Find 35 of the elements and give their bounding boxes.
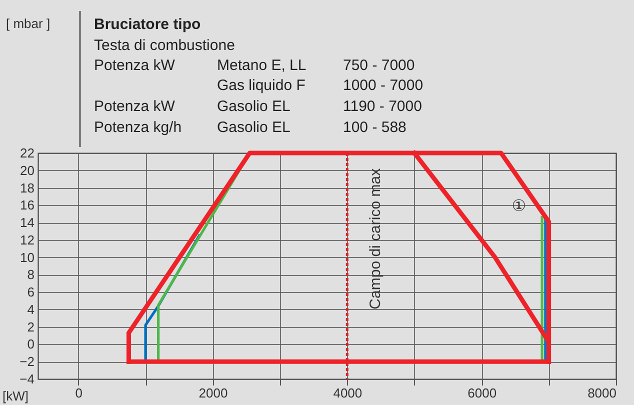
text: Gasolio EL — [217, 119, 290, 136]
y-tick-label: −2 — [20, 354, 34, 370]
y-tick-label: 2 — [27, 319, 34, 334]
y-tick-label: 18 — [20, 180, 34, 196]
y-tick-label: 22 — [20, 146, 34, 160]
y-tick-label: 4 — [27, 302, 34, 317]
text: 1190 - 7000 — [343, 98, 422, 115]
text: Gas liquido F — [217, 77, 306, 94]
x-axis-title: [kW] — [2, 388, 28, 404]
text: 750 - 7000 — [343, 57, 415, 74]
ref-line-label: Campo di carico max — [367, 168, 384, 310]
y-tick-label: 12 — [20, 232, 34, 248]
text: 1000 - 7000 — [343, 77, 424, 94]
text: Potenza kW — [94, 98, 176, 115]
x-tick-label: 4000 — [333, 386, 362, 400]
y-tick-label: 20 — [20, 162, 34, 178]
text: Bruciatore tipo — [94, 16, 201, 33]
y-tick-label: 14 — [20, 215, 34, 230]
x-tick-label: 0 — [75, 386, 82, 400]
text: Testa di combustione — [94, 37, 235, 54]
y-tick-label: 16 — [20, 198, 34, 213]
x-tick-label: 6000 — [468, 386, 497, 400]
text: Potenza kg/h — [94, 119, 182, 136]
text: [ mbar ] — [6, 16, 50, 31]
text: Gasolio EL — [217, 98, 290, 115]
text: Potenza kW — [94, 57, 176, 74]
text: 100 - 588 — [343, 119, 406, 136]
y-tick-label: 6 — [27, 284, 34, 300]
y-tick-label: 8 — [27, 267, 34, 282]
y-tick-label: 10 — [20, 250, 34, 265]
y-tick-label: 0 — [27, 336, 34, 352]
y-tick-label: −4 — [20, 372, 34, 386]
x-tick-label: 8000 — [588, 386, 616, 400]
text: Metano E, LL — [217, 57, 306, 74]
x-tick-label: 2000 — [198, 386, 228, 400]
